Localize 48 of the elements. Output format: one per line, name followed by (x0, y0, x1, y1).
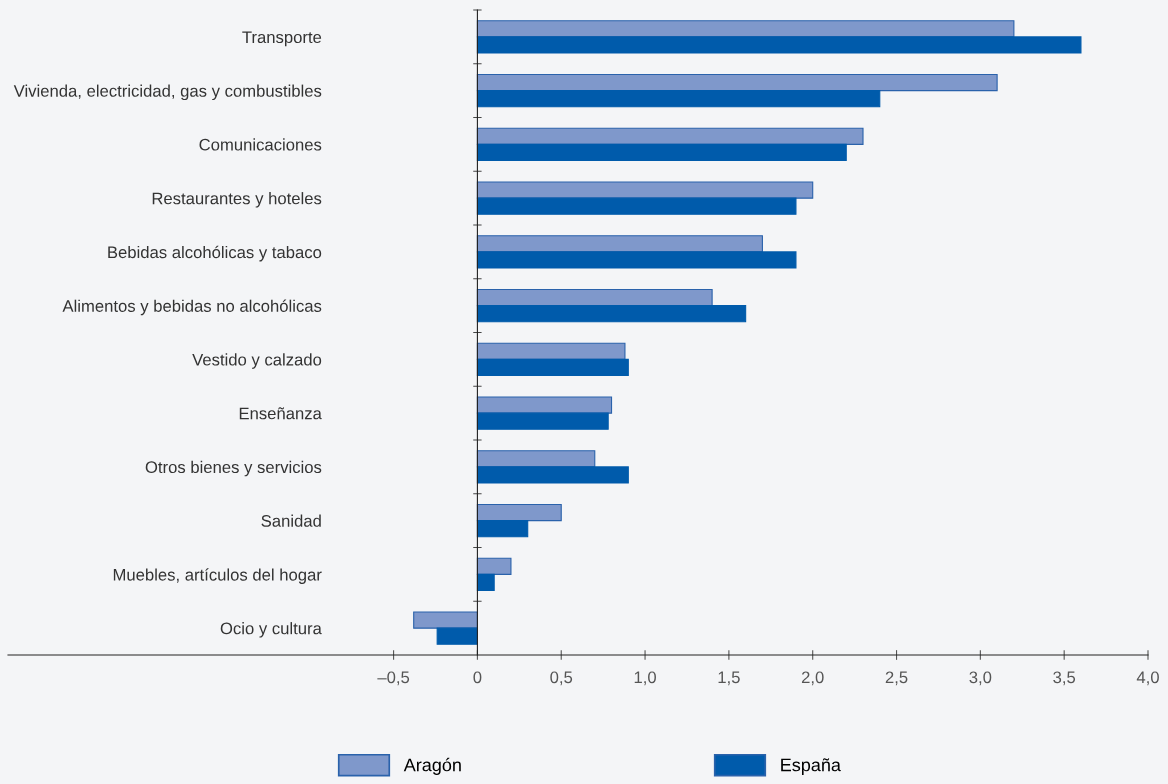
bar (476, 342, 626, 360)
bar (413, 611, 478, 629)
bar (476, 36, 1082, 54)
legend-label: España (781, 758, 841, 775)
bar (476, 305, 747, 323)
y-tick-label: Vivienda, electricidad, gas y combustibles (13, 84, 322, 101)
x-tick-label: 0 (473, 671, 482, 684)
bar (476, 181, 814, 199)
x-tick-label: 1,0 (634, 671, 656, 686)
bar (476, 127, 864, 145)
legend-label: Aragón (403, 757, 461, 775)
y-tick-label: Comunicaciones (199, 138, 322, 151)
bar (476, 520, 529, 538)
bar (476, 466, 629, 484)
y-tick-label: Otros bienes y servicios (145, 460, 322, 477)
y-tick-label: Restaurantes y hoteles (152, 192, 322, 208)
x-tick-label: 3,0 (969, 671, 992, 686)
bar (476, 396, 613, 414)
x-tick-label: 2,5 (885, 671, 908, 686)
y-tick-label: Alimentos y bebidas no alcohólicas (62, 299, 322, 316)
bar (476, 358, 629, 377)
y-tick-label: Transporte (242, 31, 322, 47)
x-tick-label: 0,5 (550, 671, 573, 686)
bar (476, 557, 512, 575)
y-tick-label: Sanidad (261, 514, 321, 527)
bar (476, 235, 763, 253)
bar (476, 412, 609, 430)
x-tick-label: 4,0 (1136, 671, 1159, 686)
y-tick-label: Enseñanza (239, 407, 322, 420)
bar (476, 288, 713, 307)
y-tick-label: Muebles, artículos del hogar (113, 568, 322, 584)
x-tick-label: 3,5 (1053, 671, 1076, 686)
bar (476, 573, 495, 592)
bar (476, 450, 596, 468)
x-tick-label: 2,0 (801, 671, 824, 686)
bar (476, 73, 998, 92)
bar (476, 143, 847, 162)
x-tick-label: 1,5 (718, 671, 740, 686)
bar (476, 503, 562, 522)
bar (476, 20, 1015, 38)
x-tick-label: –0,5 (377, 671, 410, 686)
y-tick-label: Ocio y cultura (220, 622, 322, 638)
bar (476, 90, 881, 108)
bar (436, 627, 478, 645)
bar (476, 197, 797, 215)
y-tick-label: Bebidas alcohólicas y tabaco (108, 245, 322, 262)
y-tick-label: Vestido y calzado (192, 353, 322, 369)
bar (476, 251, 797, 269)
